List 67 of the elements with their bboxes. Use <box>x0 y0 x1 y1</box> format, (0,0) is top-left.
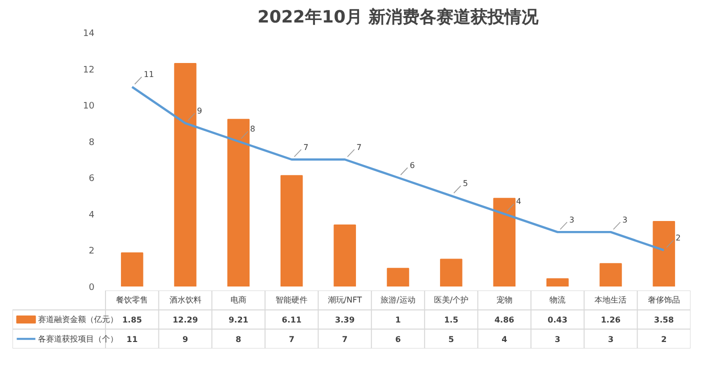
x-tick-label: 医美/个护 <box>434 296 469 305</box>
data-label: 3 <box>554 334 560 344</box>
bar <box>227 118 250 286</box>
data-label: 1.5 <box>444 316 459 324</box>
x-tick-label: 潮玩/NFT <box>328 296 362 305</box>
data-label: 1.26 <box>600 316 622 324</box>
bar <box>546 278 569 286</box>
annotation: 3 <box>569 215 574 224</box>
data-label: 9 <box>182 334 188 344</box>
data-label: 8 <box>236 334 242 344</box>
chart-title: 2022年10月 新消费各赛道获投情况 <box>258 8 540 28</box>
data-label: 6.11 <box>282 316 302 324</box>
annotation: 4 <box>516 197 522 206</box>
x-tick-label: 物流 <box>550 296 566 305</box>
annotation: 6 <box>410 160 415 170</box>
bar <box>334 224 356 286</box>
legend-label: 各赛道获投项目（个） <box>38 334 118 344</box>
bar <box>600 263 622 286</box>
data-label: 3.58 <box>654 316 674 324</box>
data-label: 12.29 <box>172 316 198 324</box>
data-label: 7 <box>342 334 348 344</box>
bar <box>174 63 196 286</box>
x-tick-label: 电商 <box>230 296 246 305</box>
x-tick-label: 餐饮零售 <box>116 296 148 305</box>
y-tick-label: 6 <box>88 174 95 184</box>
y-tick-label: 4 <box>88 210 95 220</box>
legend-label: 赛道融资金额（亿元） <box>38 315 118 324</box>
bar <box>280 175 303 286</box>
bar <box>493 198 516 286</box>
bar <box>120 252 144 286</box>
y-tick-label: 2 <box>88 246 95 257</box>
data-label: 0.43 <box>548 316 568 324</box>
y-tick-label: 0 <box>88 283 95 293</box>
annotation: 2 <box>676 234 681 243</box>
data-label: 11 <box>126 334 138 344</box>
data-label: 3 <box>608 334 614 344</box>
data-label: 1 <box>395 316 402 324</box>
bar <box>440 258 462 286</box>
annotation: 7 <box>356 142 362 152</box>
y-tick-label: 14 <box>83 29 95 39</box>
x-tick-label: 旅游/运动 <box>380 296 416 305</box>
y-tick-label: 12 <box>83 65 94 76</box>
annotation: 5 <box>462 179 468 188</box>
data-label: 6 <box>395 334 402 344</box>
x-tick-label: 智能硬件 <box>276 296 308 305</box>
annotation: 8 <box>250 124 256 134</box>
annotation: 7 <box>303 142 308 152</box>
data-label: 5 <box>448 334 454 344</box>
x-tick-label: 宠物 <box>496 296 512 305</box>
data-label: 4.86 <box>494 316 515 324</box>
annotation: 9 <box>196 106 202 116</box>
line-series <box>130 86 666 252</box>
data-label: 3.39 <box>334 316 356 324</box>
x-tick-label: 奢侈饰品 <box>648 296 680 305</box>
data-label: 7 <box>288 334 294 344</box>
bar <box>386 268 410 286</box>
annotation: 3 <box>622 215 628 224</box>
data-label: 4 <box>502 334 508 344</box>
x-tick-label: 酒水饮料 <box>169 296 202 305</box>
x-tick-label: 本地生活 <box>594 296 627 305</box>
y-tick-label: 10 <box>83 102 95 112</box>
data-label: 1.85 <box>122 316 142 324</box>
y-tick-label: 8 <box>88 138 95 148</box>
bar <box>652 221 676 286</box>
annotation: 11 <box>144 70 154 80</box>
data-label: 2 <box>661 334 667 344</box>
data-label: 9.21 <box>228 316 249 324</box>
